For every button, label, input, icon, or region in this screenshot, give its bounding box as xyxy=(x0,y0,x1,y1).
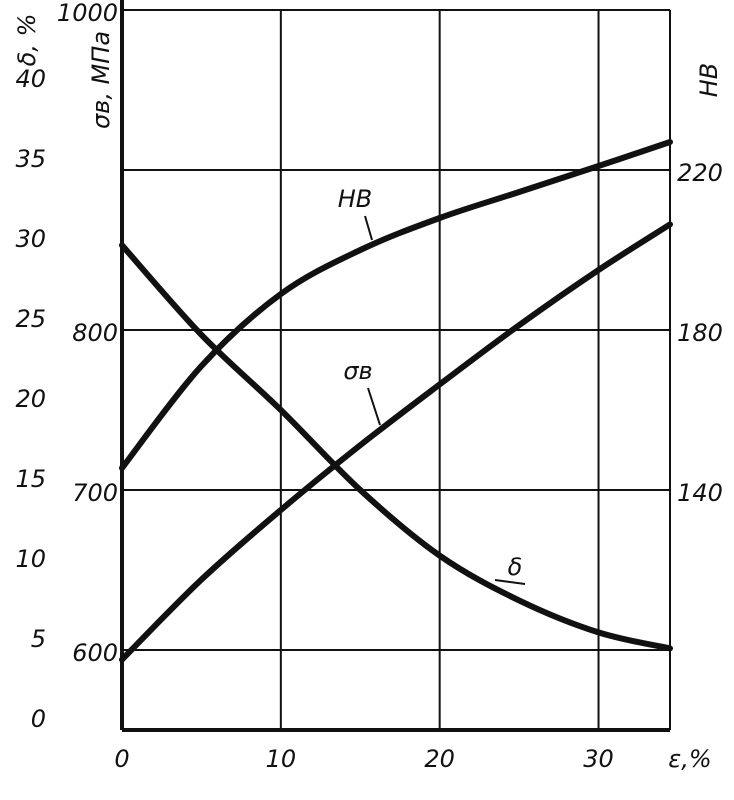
series-label: HB xyxy=(338,185,373,213)
y3-axis-title: HB xyxy=(695,63,723,98)
x-tick-label: 10 xyxy=(266,745,297,773)
y-tick-label: 5 xyxy=(31,625,46,653)
y-tick-label: 25 xyxy=(15,305,46,333)
y3-tick-label: 140 xyxy=(677,479,723,507)
y-tick-label: 20 xyxy=(15,385,46,413)
y2-tick-label: 600 xyxy=(72,639,118,667)
x-tick-label: 20 xyxy=(424,745,455,773)
y-axis-title: δ, % xyxy=(13,14,41,67)
y-tick-label: 35 xyxy=(15,145,46,173)
y-tick-label: 30 xyxy=(15,225,46,253)
y-tick-label: 15 xyxy=(15,465,46,493)
y-tick-label: 0 xyxy=(31,705,46,733)
label-leader xyxy=(367,387,381,426)
label-leader xyxy=(494,579,526,585)
x-axis-title: ε,% xyxy=(668,745,711,773)
y2-tick-label: 1000 xyxy=(57,0,118,27)
series-line xyxy=(119,221,673,663)
x-tick-label: 0 xyxy=(114,745,129,773)
label-leader xyxy=(364,215,373,241)
y-tick-label: 10 xyxy=(15,545,46,573)
series-line xyxy=(119,139,673,471)
y3-tick-label: 220 xyxy=(677,159,723,187)
y3-tick-label: 180 xyxy=(677,319,723,347)
y2-axis-title: σв, МПа xyxy=(87,31,115,129)
y2-tick-label: 800 xyxy=(72,319,118,347)
y2-tick-label: 700 xyxy=(72,479,118,507)
x-tick-label: 30 xyxy=(583,745,614,773)
y-tick-label: 40 xyxy=(15,65,46,93)
series-line xyxy=(119,242,673,652)
series-label: σв xyxy=(343,357,372,385)
series-label: δ xyxy=(508,553,523,581)
